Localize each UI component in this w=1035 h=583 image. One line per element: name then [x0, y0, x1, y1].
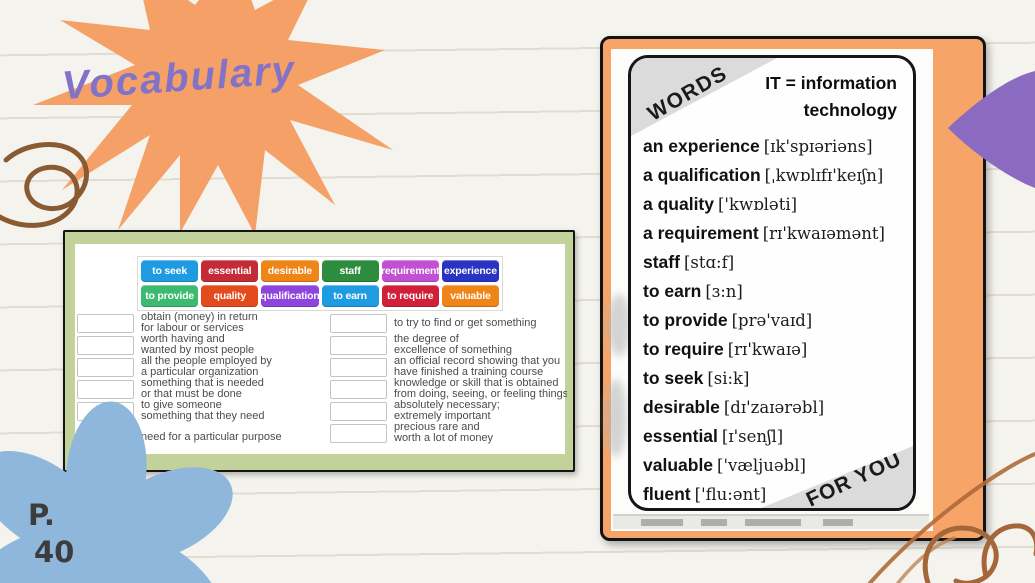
- word-tile[interactable]: desirable: [261, 260, 319, 282]
- vocab-entry: a quality ['kwɒləti]: [643, 194, 798, 214]
- definition-row: worth having and wanted by most people: [77, 334, 282, 356]
- definition-row: absolutely necessary; extremely important: [330, 400, 567, 422]
- answer-drop-box[interactable]: [77, 379, 134, 399]
- vocab-card: WORDS FOR YOU IT = information technolog…: [628, 55, 916, 511]
- definition-row: the degree of excellence of something: [330, 334, 567, 356]
- vocab-entry: a requirement [rɪ'kwaɪəmənt]: [643, 223, 885, 243]
- word-tile[interactable]: staff: [321, 260, 379, 282]
- definition-row: precious rare and worth a lot of money: [330, 422, 567, 444]
- definition-text: an official record showing that you have …: [394, 355, 561, 378]
- vocab-entry: an experience [ɪk'spɪəriəns]: [643, 136, 873, 156]
- page-number: P. 40: [28, 497, 74, 571]
- textbook-scan: WORDS FOR YOU IT = information technolog…: [605, 49, 933, 531]
- scan-smudge: [605, 379, 627, 457]
- page-number-value: 40: [34, 535, 75, 569]
- word-tile[interactable]: to provide: [141, 285, 199, 307]
- card-title-line2: technology: [803, 100, 897, 120]
- word-tile-grid: to seek essential desirable staff requiremen…: [137, 256, 503, 311]
- answer-drop-box[interactable]: [330, 401, 387, 421]
- scribble-doodle-top-left: [0, 142, 89, 228]
- scribble-doodle-bottom-right: [868, 452, 1035, 583]
- definition-row: to try to find or get something: [330, 312, 567, 334]
- word-tile[interactable]: quality: [201, 285, 259, 307]
- matching-widget-body: to seek essential desirable staff requiremen…: [75, 244, 567, 454]
- flower-shape: [0, 401, 233, 583]
- answer-drop-box[interactable]: [330, 423, 387, 443]
- answer-drop-box[interactable]: [330, 313, 387, 333]
- definition-text: obtain (money) in return for labour or se…: [141, 311, 258, 334]
- vocab-entry: a qualification [ˌkwɒlɪfɪ'keɪʃn]: [643, 165, 884, 185]
- word-tile[interactable]: essential: [201, 260, 259, 282]
- card-title: IT = information technology: [765, 70, 897, 124]
- scan-smudge: [607, 294, 631, 356]
- definition-text: all the people employed by a particular o…: [141, 355, 272, 378]
- vocab-entry: desirable [dɪ'zaɪərəbl]: [643, 397, 825, 417]
- definition-row: knowledge or skill that is obtained from …: [330, 378, 567, 400]
- word-tile[interactable]: requirement: [381, 260, 439, 282]
- word-tile[interactable]: to require: [381, 285, 439, 307]
- vocab-entry: to provide [prə'vaɪd]: [643, 310, 813, 330]
- definition-row: something that is needed or that must be …: [77, 378, 282, 400]
- vocab-list: an experience [ɪk'spɪəriəns] a qualificati…: [643, 132, 885, 508]
- words-ribbon: WORDS: [631, 58, 777, 136]
- definition-row: obtain (money) in return for labour or se…: [77, 312, 282, 334]
- definition-row: an official record showing that you have …: [330, 356, 567, 378]
- matching-widget: to seek essential desirable staff requiremen…: [63, 230, 575, 472]
- words-ribbon-label: WORDS: [643, 61, 732, 126]
- definition-text: knowledge or skill that is obtained from …: [394, 377, 567, 400]
- vocab-entry: fluent ['flu:ənt]: [643, 484, 767, 504]
- answer-drop-box[interactable]: [330, 357, 387, 377]
- answer-drop-box[interactable]: [330, 335, 387, 355]
- definition-text: something that is needed or that must be …: [141, 377, 264, 400]
- definition-text: precious rare and worth a lot of money: [394, 421, 494, 444]
- vocab-entry: staff [stɑ:f]: [643, 252, 735, 272]
- definition-text: to give someone something that they need: [141, 399, 265, 422]
- definition-text: worth having and wanted by most people: [141, 333, 255, 356]
- answer-drop-box[interactable]: [330, 379, 387, 399]
- vocab-entry: to seek [si:k]: [643, 368, 750, 388]
- vocab-entry: essential [ɪ'senʃl]: [643, 426, 784, 446]
- vocab-entry: valuable ['væljuəbl]: [643, 455, 806, 475]
- starburst-shape: [33, 0, 393, 235]
- answer-drop-box[interactable]: [77, 313, 134, 333]
- word-tile[interactable]: valuable: [441, 285, 499, 307]
- word-tile[interactable]: to earn: [321, 285, 379, 307]
- card-title-line1: IT = information: [765, 73, 897, 93]
- vocab-entry: to earn [ɜ:n]: [643, 281, 743, 301]
- answer-drop-box[interactable]: [77, 335, 134, 355]
- definitions-right: to try to find or get something the degre…: [330, 312, 567, 444]
- vocab-entry: to require [rɪ'kwaɪə]: [643, 339, 808, 359]
- scan-strip: [613, 514, 929, 529]
- definition-text: need for a particular purpose: [141, 430, 282, 443]
- definition-text: absolutely necessary; extremely important: [394, 399, 500, 422]
- vocab-panel: WORDS FOR YOU IT = information technolog…: [600, 36, 986, 541]
- word-tile[interactable]: qualification: [261, 285, 319, 307]
- definition-text: to try to find or get something: [394, 316, 537, 329]
- word-tile[interactable]: to seek: [141, 260, 199, 282]
- purple-petal-shape: [948, 71, 1035, 188]
- definition-row: all the people employed by a particular o…: [77, 356, 282, 378]
- word-tile[interactable]: experience: [441, 260, 499, 282]
- definition-text: the degree of excellence of something: [394, 333, 513, 356]
- answer-drop-box[interactable]: [77, 357, 134, 377]
- page-number-prefix: P.: [28, 498, 55, 532]
